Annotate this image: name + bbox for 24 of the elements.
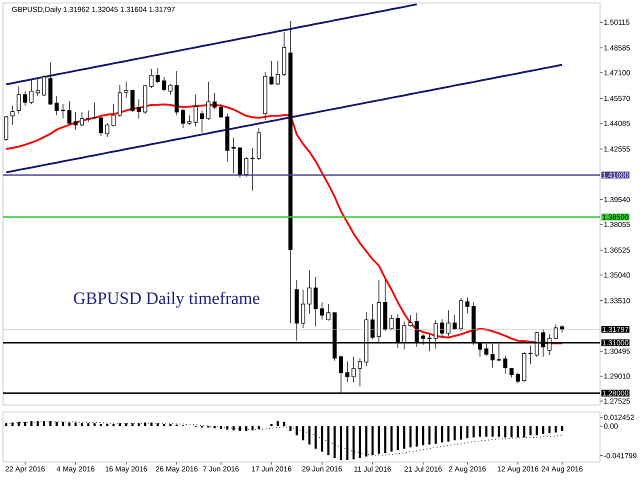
candlestick: [149, 68, 154, 88]
candlestick: [358, 358, 362, 387]
candlestick: [10, 105, 15, 126]
annotation: GBPUSD Daily timeframe: [74, 292, 260, 308]
candlestick: [510, 368, 514, 378]
candlestick: [307, 270, 312, 314]
candlestick: [168, 84, 172, 95]
candlestick: [98, 116, 103, 136]
candlestick: [80, 112, 84, 127]
candlestick: [440, 318, 444, 337]
candlestick: [218, 104, 223, 118]
candlestick: [370, 304, 375, 340]
candlestick: [130, 90, 135, 112]
candlestick: [288, 20, 292, 324]
candlestick: [181, 108, 186, 128]
candlestick: [269, 60, 274, 86]
candlestick: [408, 314, 413, 328]
candlestick: [112, 104, 116, 127]
candlestick: [232, 137, 236, 174]
candlestick: [458, 298, 464, 332]
candlestick: [320, 302, 324, 320]
candlestick: [200, 110, 204, 134]
candlestick: [29, 80, 34, 104]
candlestick: [314, 276, 318, 327]
